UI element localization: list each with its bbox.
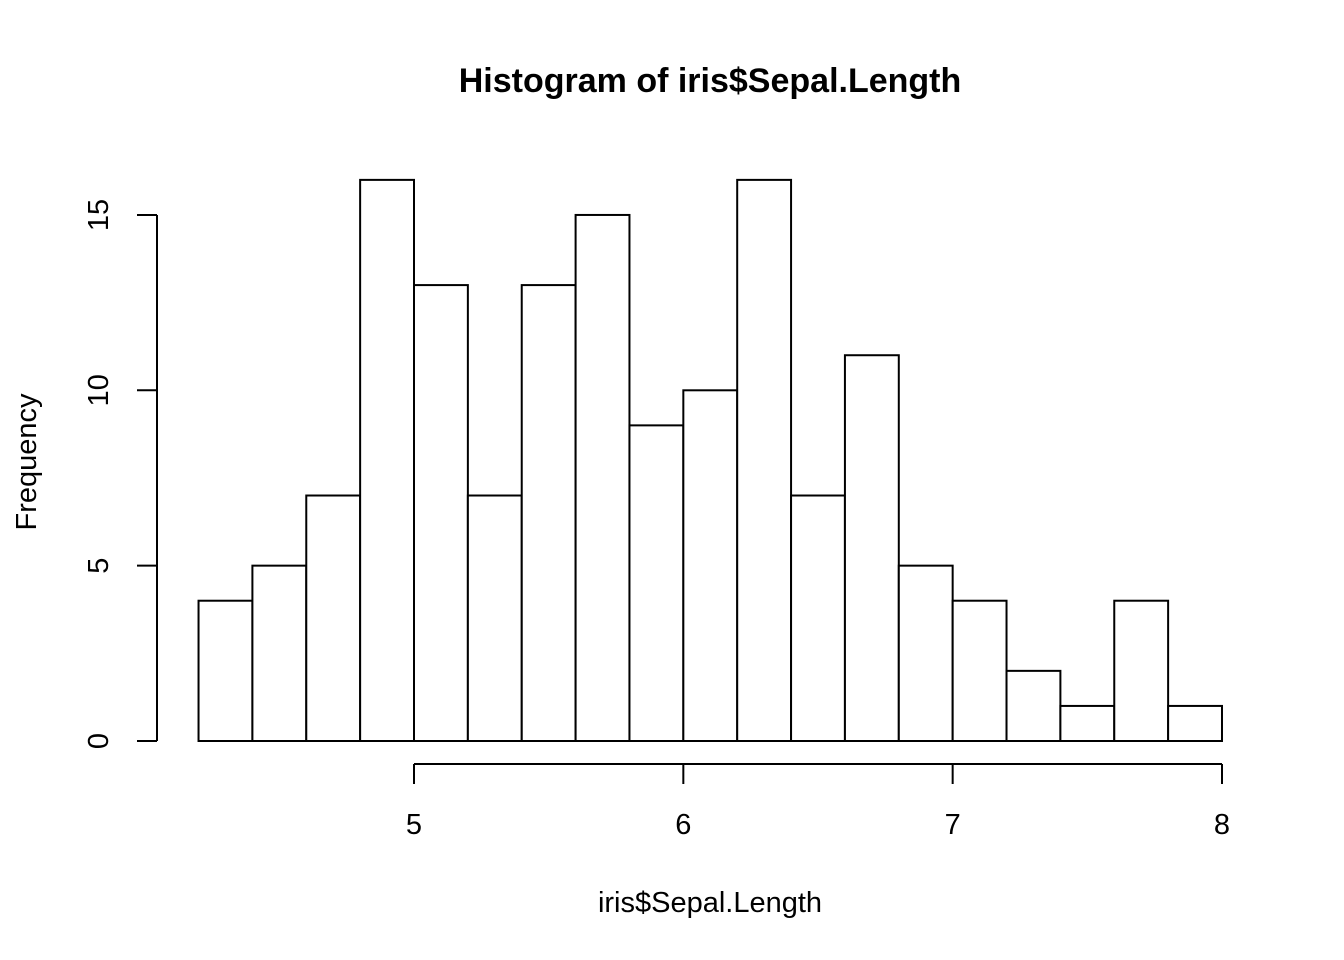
histogram-bar bbox=[897, 564, 954, 743]
histogram-bar bbox=[628, 424, 685, 742]
histogram-bar bbox=[466, 494, 523, 743]
x-tick-label: 8 bbox=[1214, 809, 1230, 841]
y-tick-label: 5 bbox=[83, 558, 115, 574]
histogram-bar bbox=[1113, 599, 1170, 742]
histogram-bar bbox=[843, 354, 900, 742]
histogram-bar bbox=[736, 178, 793, 742]
histogram-bar bbox=[790, 494, 846, 743]
x-tick-label: 5 bbox=[406, 809, 422, 841]
y-tick-label: 10 bbox=[83, 374, 115, 406]
x-tick-label: 6 bbox=[675, 809, 691, 841]
histogram-bar bbox=[682, 389, 739, 742]
histogram-bar bbox=[520, 284, 577, 742]
y-axis: 0 5 10 15 bbox=[83, 199, 158, 749]
chart-title: Histogram of iris$Sepal.Length bbox=[459, 62, 962, 100]
histogram-bar bbox=[1167, 704, 1223, 742]
x-axis-label: iris$Sepal.Length bbox=[598, 887, 822, 919]
x-axis: 5 6 7 8 bbox=[406, 763, 1230, 841]
bars-group bbox=[197, 178, 1223, 743]
x-tick-label: 7 bbox=[945, 809, 961, 841]
histogram-bar bbox=[951, 599, 1008, 742]
histogram-bar bbox=[359, 178, 416, 742]
histogram-bar bbox=[413, 284, 469, 742]
y-axis-label: Frequency bbox=[11, 393, 43, 531]
y-tick-label: 0 bbox=[83, 733, 115, 749]
histogram-bar bbox=[1059, 704, 1116, 742]
histogram-bar bbox=[1005, 669, 1062, 742]
histogram-bar bbox=[251, 564, 308, 743]
y-tick-label: 15 bbox=[83, 199, 115, 231]
histogram-bar bbox=[305, 494, 362, 743]
histogram-bar bbox=[574, 213, 631, 742]
histogram-bar bbox=[197, 599, 254, 742]
